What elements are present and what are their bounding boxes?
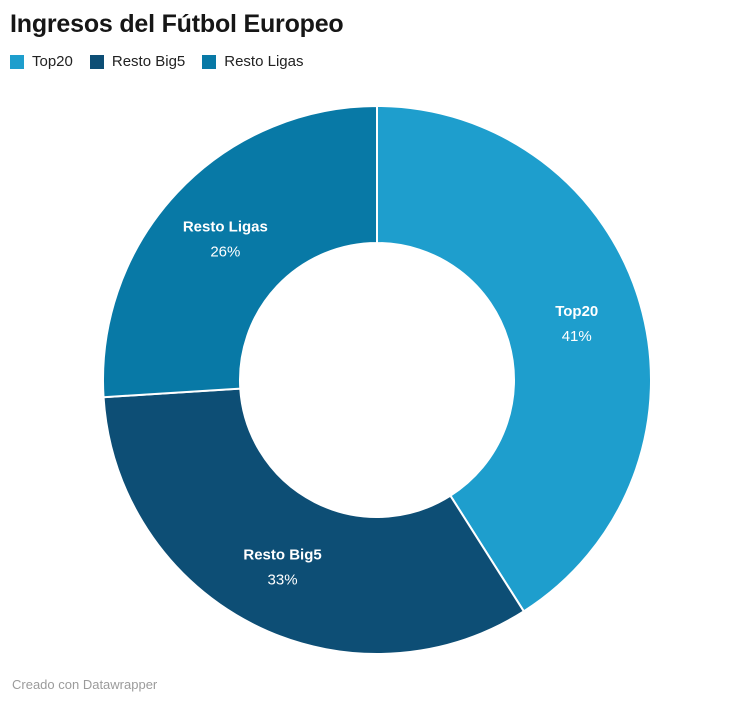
pie-slice-resto-ligas — [102, 104, 378, 399]
chart-title: Ingresos del Fútbol Europeo — [10, 10, 344, 38]
slice-label-value: 33% — [268, 571, 298, 588]
datawrapper-credit-link[interactable]: Creado con Datawrapper — [12, 677, 158, 692]
legend-item-label: Resto Big5 — [111, 53, 186, 70]
footer: Creado con Datawrapper — [12, 677, 157, 692]
legend-swatch-top20 — [10, 54, 24, 69]
slice-label-name: Resto Ligas — [183, 219, 268, 236]
legend-item-label: Resto Ligas — [224, 53, 304, 70]
legend-item-label: Top20 — [32, 53, 73, 70]
legend: Top20 Resto Big5 Resto Ligas — [10, 53, 303, 70]
pie-slice-top20 — [376, 104, 652, 613]
legend-item-top20: Top20 — [10, 53, 73, 70]
slice-label-value: 41% — [562, 328, 592, 345]
slice-label-value: 26% — [210, 244, 240, 261]
slice-label-name: Top20 — [555, 303, 598, 320]
legend-item-resto-big5: Resto Big5 — [89, 53, 186, 70]
legend-item-resto-ligas: Resto Ligas — [202, 53, 303, 70]
slice-label-name: Resto Big5 — [243, 546, 321, 563]
pie-slice-resto-big5 — [102, 387, 526, 655]
legend-swatch-resto-ligas — [202, 54, 217, 69]
legend-swatch-resto-big5 — [89, 54, 104, 69]
